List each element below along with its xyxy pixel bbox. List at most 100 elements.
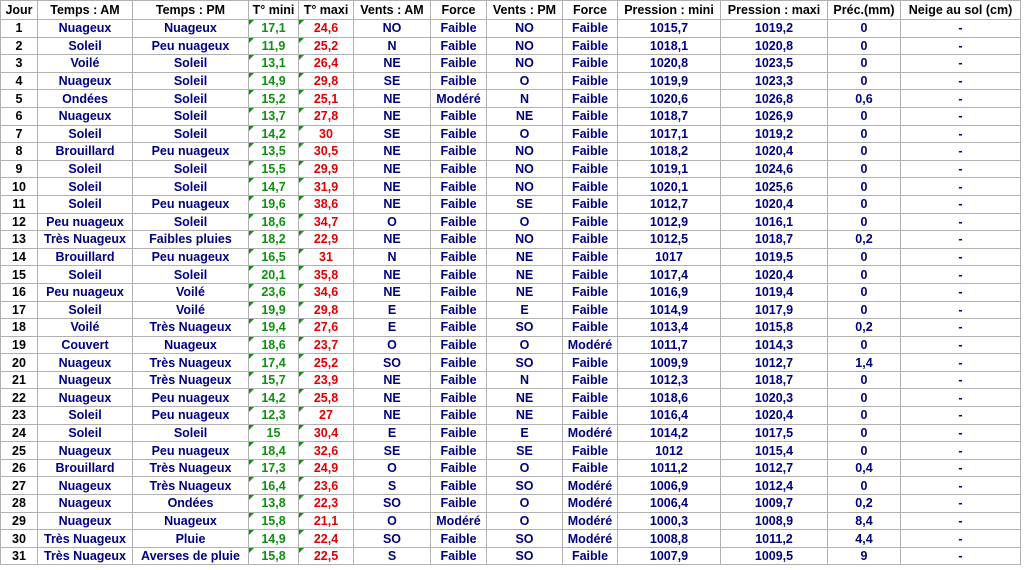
cell: Nuageux bbox=[132, 335, 249, 355]
cell: Faible bbox=[430, 247, 487, 267]
cell: 15 bbox=[0, 265, 38, 284]
cell: 38,6 bbox=[298, 194, 354, 214]
cell: - bbox=[900, 247, 1021, 267]
cell: 0 bbox=[827, 370, 901, 390]
cell: 1009,7 bbox=[720, 494, 828, 513]
cell: Faible bbox=[430, 458, 487, 478]
cell: Peu nuageux bbox=[132, 142, 249, 161]
table-row: 18 Voilé Très Nuageux 19,4 27,6 E Faible SO Faib… bbox=[0, 318, 1021, 337]
cell: 15,2 bbox=[248, 89, 299, 108]
cell: Faible bbox=[430, 476, 487, 496]
cell: Faible bbox=[430, 423, 487, 443]
cell: O bbox=[486, 71, 563, 91]
cell: 0 bbox=[827, 265, 901, 284]
cell: - bbox=[900, 106, 1021, 126]
cell: Modéré bbox=[562, 335, 618, 355]
cell: Modéré bbox=[430, 89, 487, 108]
cell: 1020,6 bbox=[617, 89, 721, 108]
cell: 1018,2 bbox=[617, 142, 721, 161]
table-row: 19 Couvert Nuageux 18,6 23,7 O Faible O Modéré 10… bbox=[0, 335, 1021, 355]
cell: Modéré bbox=[562, 494, 618, 513]
cell: 25,1 bbox=[298, 89, 354, 108]
cell: Faible bbox=[430, 529, 487, 548]
cell: Faible bbox=[562, 406, 618, 425]
cell: NE bbox=[486, 106, 563, 126]
header-cell: Préc.(mm) bbox=[827, 0, 901, 20]
cell: - bbox=[900, 194, 1021, 214]
cell: NE bbox=[486, 265, 563, 284]
cell: Averses de pluie bbox=[132, 546, 249, 566]
table-row: 17 Soleil Voilé 19,9 29,8 E Faible E Faible 1014,… bbox=[0, 300, 1021, 320]
cell: 1012,4 bbox=[720, 476, 828, 496]
cell: 1020,4 bbox=[720, 194, 828, 214]
cell: 23,7 bbox=[298, 335, 354, 355]
cell: 18,2 bbox=[248, 230, 299, 249]
cell: 17,4 bbox=[248, 353, 299, 372]
table-row: 8 Brouillard Peu nuageux 13,5 30,5 NE Faible NO… bbox=[0, 142, 1021, 161]
cell: 1012,9 bbox=[617, 212, 721, 232]
cell: Nuageux bbox=[37, 71, 133, 91]
cell: 1026,8 bbox=[720, 89, 828, 108]
table-row: 24 Soleil Soleil 15 30,4 E Faible E Modéré 1014,2… bbox=[0, 423, 1021, 443]
cell: - bbox=[900, 529, 1021, 548]
cell: 26 bbox=[0, 458, 38, 478]
cell: Modéré bbox=[562, 511, 618, 531]
cell: 5 bbox=[0, 89, 38, 108]
cell: 1018,7 bbox=[720, 370, 828, 390]
cell: 0 bbox=[827, 388, 901, 408]
cell: 1006,4 bbox=[617, 494, 721, 513]
cell: NE bbox=[486, 406, 563, 425]
cell: Très Nuageux bbox=[132, 353, 249, 372]
cell: 0 bbox=[827, 159, 901, 179]
cell: 17,3 bbox=[248, 458, 299, 478]
cell: 0 bbox=[827, 124, 901, 144]
cell: 27 bbox=[0, 476, 38, 496]
table-row: 20 Nuageux Très Nuageux 17,4 25,2 SO Faible SO F… bbox=[0, 353, 1021, 372]
cell: SO bbox=[486, 353, 563, 372]
header-cell: Temps : AM bbox=[37, 0, 133, 20]
cell: Faible bbox=[430, 282, 487, 302]
cell: Soleil bbox=[37, 406, 133, 425]
table-row: 7 Soleil Soleil 14,2 30 SE Faible O Faible 1017,1… bbox=[0, 124, 1021, 144]
cell: Soleil bbox=[132, 71, 249, 91]
cell: O bbox=[486, 458, 563, 478]
header-cell: T° mini bbox=[248, 0, 299, 20]
cell: 18,4 bbox=[248, 441, 299, 460]
cell: 3 bbox=[0, 54, 38, 73]
table-row: 27 Nuageux Très Nuageux 16,4 23,6 S Faible SO Mo… bbox=[0, 476, 1021, 496]
cell: 13,5 bbox=[248, 142, 299, 161]
cell: Nuageux bbox=[37, 511, 133, 531]
cell: 13,1 bbox=[248, 54, 299, 73]
cell: 29,8 bbox=[298, 71, 354, 91]
header-cell: Jour bbox=[0, 0, 38, 20]
table-row: 28 Nuageux Ondées 13,8 22,3 SO Faible O Modéré 10… bbox=[0, 494, 1021, 513]
cell: NE bbox=[353, 159, 431, 179]
cell: 23,6 bbox=[298, 476, 354, 496]
cell: 1016,9 bbox=[617, 282, 721, 302]
cell: - bbox=[900, 212, 1021, 232]
cell: 19,4 bbox=[248, 318, 299, 337]
cell: Peu nuageux bbox=[132, 406, 249, 425]
cell: Faible bbox=[562, 71, 618, 91]
cell: 25 bbox=[0, 441, 38, 460]
cell: Nuageux bbox=[37, 388, 133, 408]
cell: 1015,8 bbox=[720, 318, 828, 337]
cell: 4,4 bbox=[827, 529, 901, 548]
cell: 15,8 bbox=[248, 511, 299, 531]
header-row: Jour Temps : AM Temps : PM T° mini T° maxi Ve… bbox=[0, 0, 1021, 20]
cell: 34,6 bbox=[298, 282, 354, 302]
cell: Faible bbox=[430, 494, 487, 513]
cell: 0 bbox=[827, 19, 901, 38]
header-cell: Force bbox=[430, 0, 487, 20]
cell: Faible bbox=[562, 19, 618, 38]
cell: 29,9 bbox=[298, 159, 354, 179]
cell: 21,1 bbox=[298, 511, 354, 531]
header-cell: Pression : maxi bbox=[720, 0, 828, 20]
cell: 24,6 bbox=[298, 19, 354, 38]
cell: O bbox=[353, 212, 431, 232]
cell: Modéré bbox=[430, 511, 487, 531]
cell: Faible bbox=[430, 54, 487, 73]
cell: 0,6 bbox=[827, 89, 901, 108]
cell: Faible bbox=[562, 212, 618, 232]
cell: 23,6 bbox=[248, 282, 299, 302]
